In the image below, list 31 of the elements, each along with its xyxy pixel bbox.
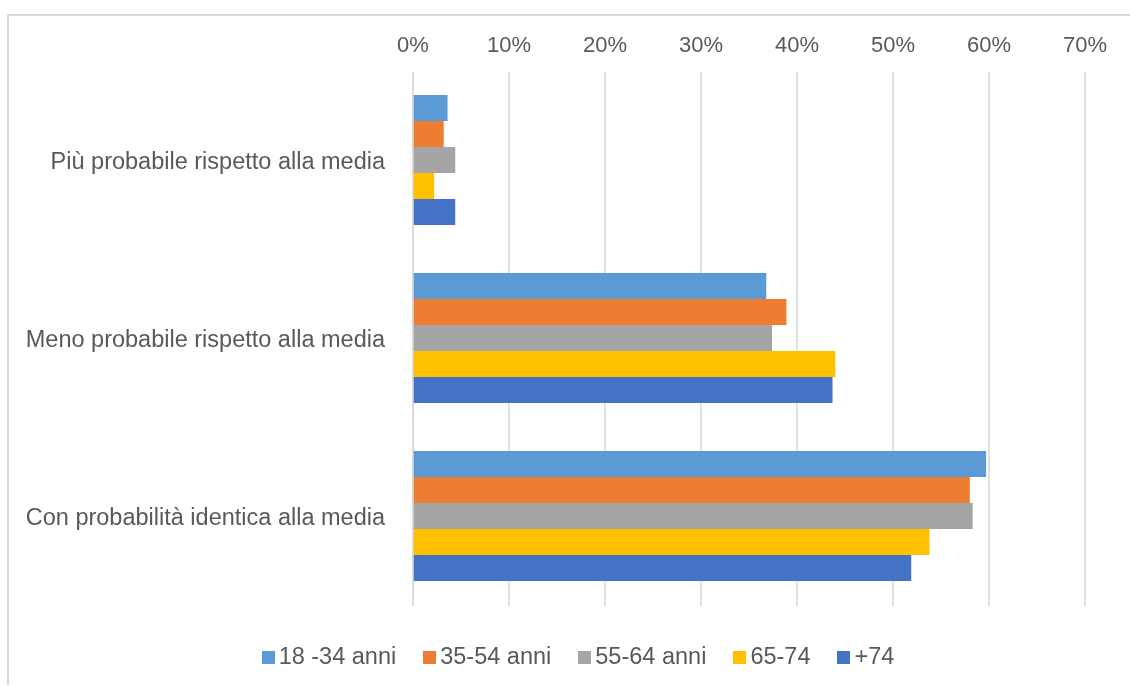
- bar: [413, 173, 435, 199]
- x-tick-label: 20%: [582, 32, 628, 57]
- bar: [413, 351, 836, 377]
- legend-label: 35-54 anni: [440, 643, 552, 669]
- x-tick-label: 0%: [397, 32, 429, 57]
- bar: [413, 377, 833, 403]
- bar: [413, 325, 773, 351]
- bar: [413, 199, 456, 225]
- bar: [413, 555, 912, 581]
- x-tick-label: 30%: [678, 32, 724, 57]
- x-tick-label: 50%: [870, 32, 916, 57]
- bar: [413, 273, 767, 299]
- bar: [413, 477, 970, 503]
- bar: [413, 529, 930, 555]
- x-tick-label: 70%: [1062, 32, 1108, 57]
- bar: [413, 95, 448, 121]
- bar: [413, 503, 973, 529]
- bar: [413, 147, 456, 173]
- legend-label: 18 -34 anni: [278, 643, 397, 669]
- bar: [413, 299, 787, 325]
- x-tick-label: 40%: [774, 32, 820, 57]
- legend-label: +74: [854, 643, 895, 669]
- legend-label: 55-64 anni: [595, 643, 707, 669]
- y-tick-label: Meno probabile rispetto alla media: [25, 326, 386, 353]
- y-tick-label: Più probabile rispetto alla media: [50, 148, 386, 175]
- x-tick-label: 60%: [966, 32, 1012, 57]
- bar: [413, 121, 444, 147]
- x-tick-label: 10%: [486, 32, 532, 57]
- y-tick-label: Con probabilità identica alla media: [25, 504, 386, 531]
- legend-label: 65-74: [750, 643, 811, 669]
- bar: [413, 451, 987, 477]
